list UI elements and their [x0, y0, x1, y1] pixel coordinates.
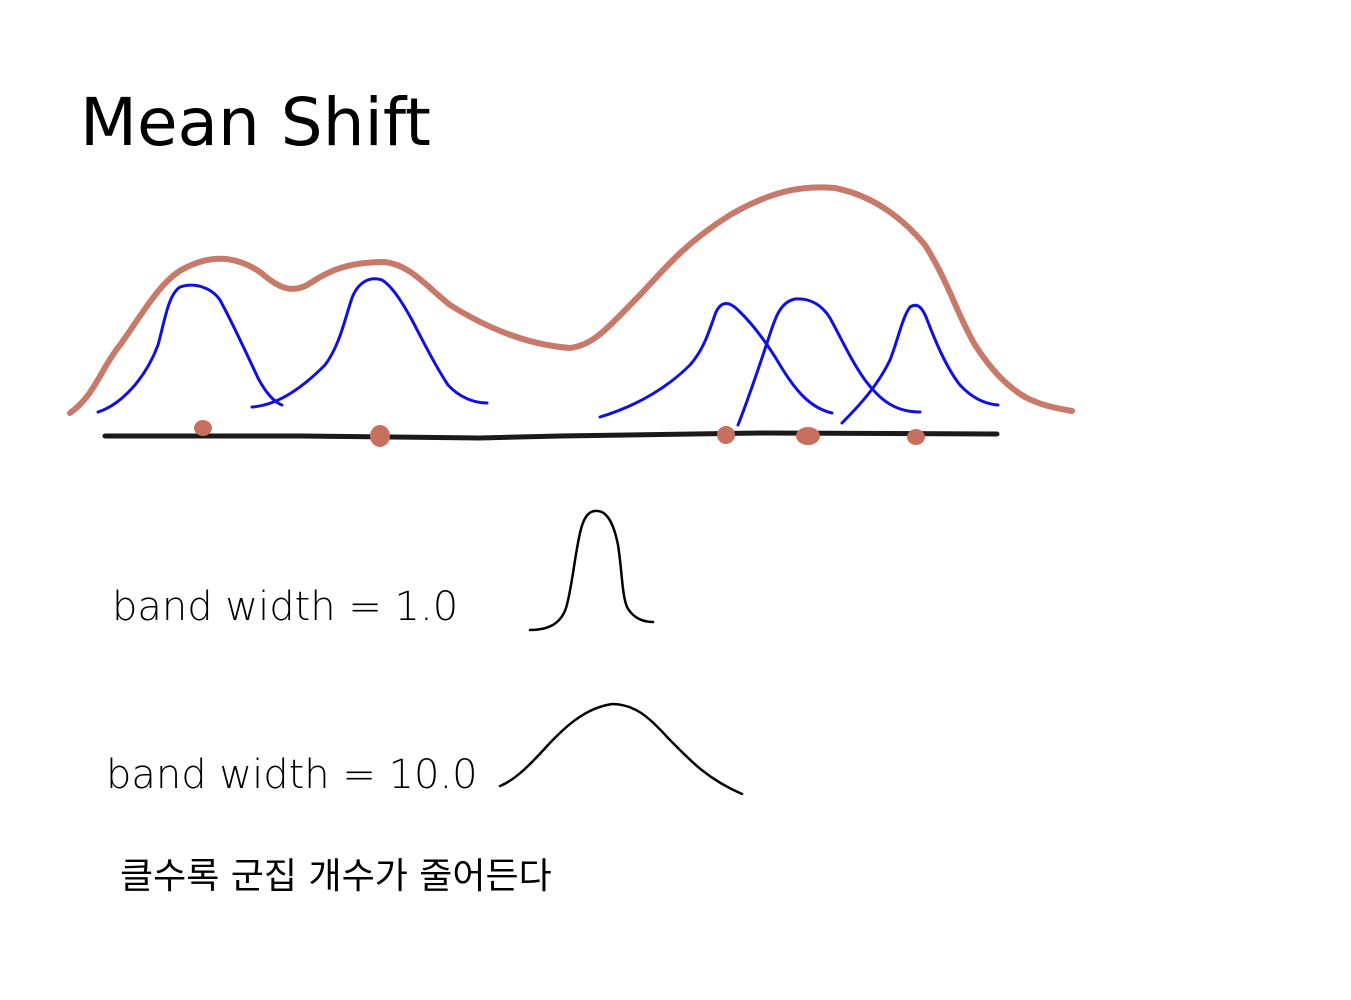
- bandwidth-small-label: band width = 1.0: [112, 584, 458, 630]
- bandwidth-large-label: band width = 10.0: [106, 752, 478, 798]
- diagram-title: Mean Shift: [80, 84, 431, 161]
- kernel-curve-2: [250, 277, 489, 409]
- narrow-kernel-curve: [528, 509, 655, 632]
- kernel-curve-1: [96, 283, 284, 414]
- data-point-4: [796, 427, 820, 445]
- data-point-1: [194, 420, 212, 436]
- wide-kernel-curve: [498, 702, 744, 796]
- data-point-3: [717, 426, 735, 444]
- kernel-curve-4: [736, 297, 922, 427]
- data-point-5: [907, 429, 925, 445]
- density-estimate-curve: [67, 184, 1075, 416]
- kernel-curves: [96, 277, 1000, 427]
- kernel-curve-5: [840, 303, 1000, 425]
- data-point-2: [370, 425, 390, 447]
- data-points: [194, 420, 925, 447]
- kernel-curve-3: [598, 302, 834, 419]
- bandwidth-note: 클수록 군집 개수가 줄어든다: [120, 856, 552, 897]
- baseline-axis: [102, 430, 1000, 441]
